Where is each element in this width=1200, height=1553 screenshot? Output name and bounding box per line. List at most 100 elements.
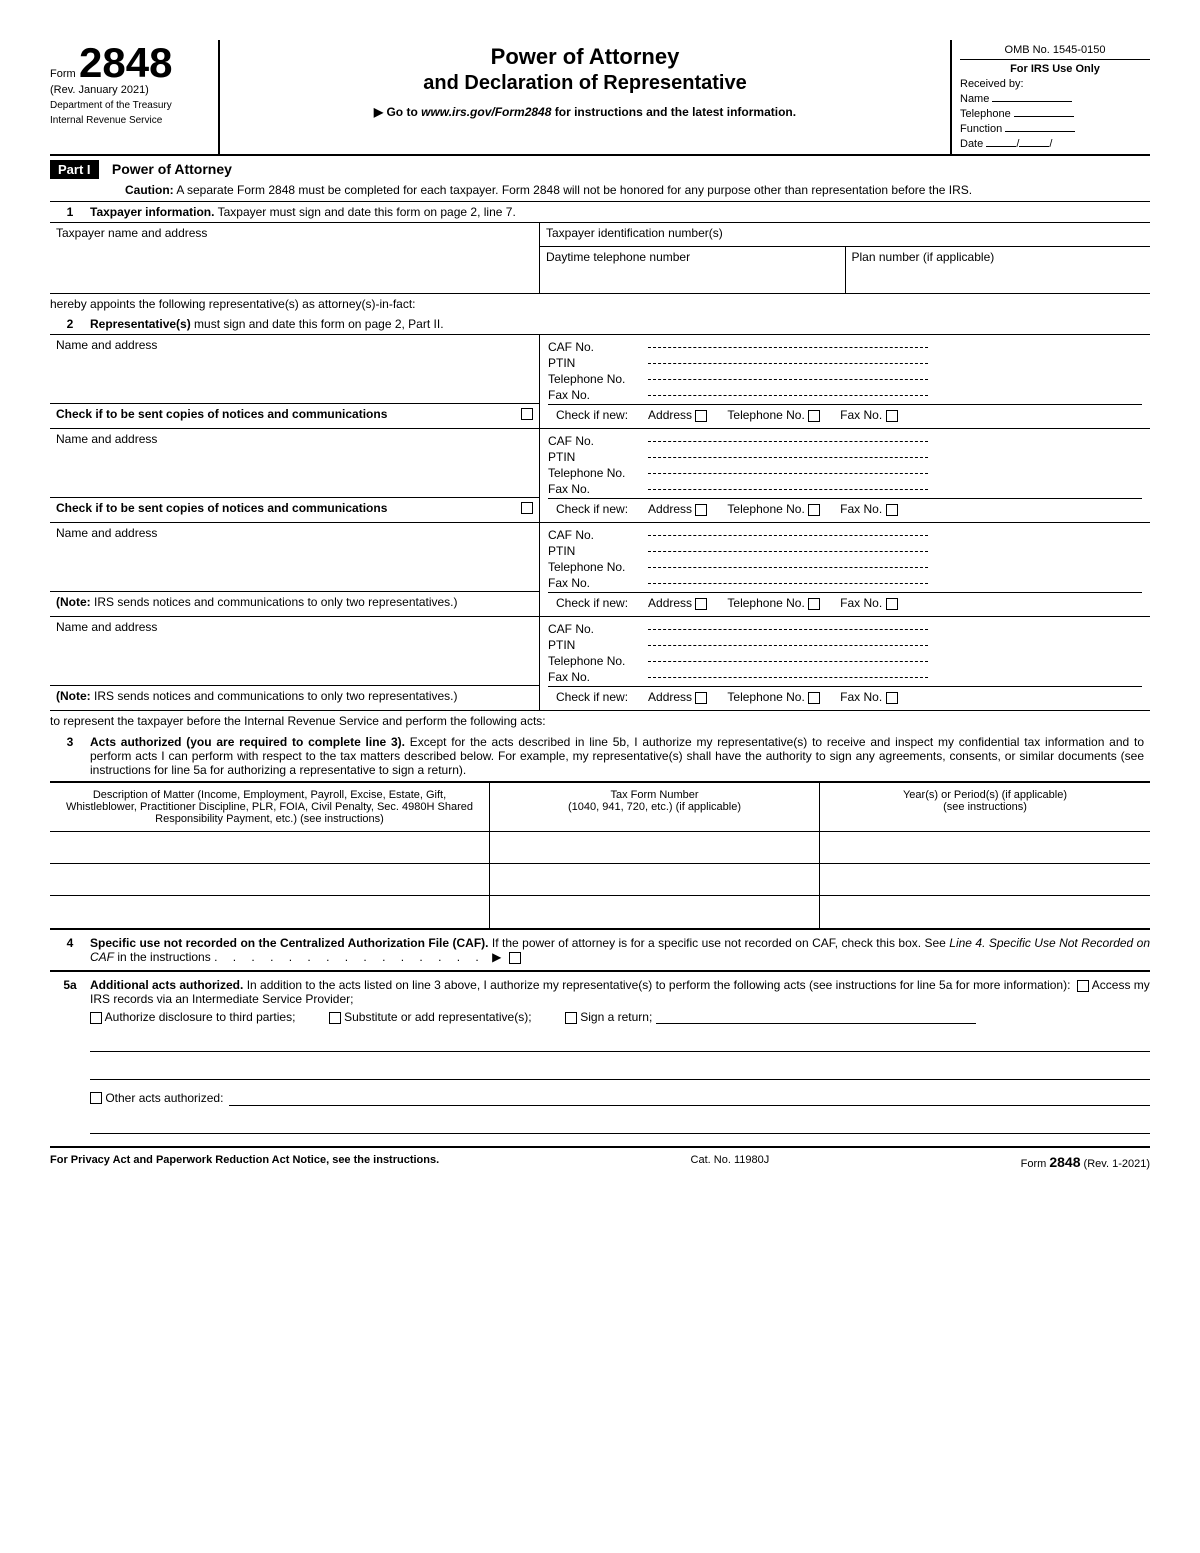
line-1-num: 1 <box>50 205 90 219</box>
telephone-input[interactable] <box>1014 116 1074 117</box>
access-checkbox[interactable] <box>1077 980 1089 992</box>
rep-3-new-address-checkbox[interactable] <box>695 598 707 610</box>
date-field: Date // <box>960 138 1150 150</box>
rep-3-new-fax-checkbox[interactable] <box>886 598 898 610</box>
name-input[interactable] <box>992 101 1072 102</box>
rep-4-caf-input[interactable] <box>648 629 928 630</box>
blank-line-2[interactable] <box>90 1058 1150 1080</box>
line-1: 1 Taxpayer information. Taxpayer must si… <box>50 201 1150 222</box>
title-sub: and Declaration of Representative <box>230 72 940 95</box>
matters-row-3-col-2[interactable] <box>490 896 820 928</box>
rep-4-tel-input[interactable] <box>648 661 928 662</box>
rep-2-check-new: Check if new: Address Telephone No. Fax … <box>548 498 1142 519</box>
rep-1-caf-input[interactable] <box>648 347 928 348</box>
matters-row-2-col-1[interactable] <box>50 864 490 895</box>
footer-form: Form 2848 (Rev. 1-2021) <box>1021 1154 1150 1170</box>
department-line-1: Department of the Treasury <box>50 100 212 111</box>
other-acts-checkbox[interactable] <box>90 1092 102 1104</box>
rep-2-new-address-checkbox[interactable] <box>695 504 707 516</box>
rep-3-ptin-input[interactable] <box>648 551 928 552</box>
rep-2-tel-input[interactable] <box>648 473 928 474</box>
matters-row-1-col-3[interactable] <box>820 832 1150 863</box>
title-main: Power of Attorney <box>230 44 940 70</box>
rep-4-name-address[interactable]: Name and address <box>50 617 539 685</box>
rep-2-name-address[interactable]: Name and address <box>50 429 539 497</box>
matters-row-1-col-1[interactable] <box>50 832 490 863</box>
part-1-header: Part I Power of Attorney Caution: A sepa… <box>50 156 1150 201</box>
disclosure-checkbox[interactable] <box>90 1012 102 1024</box>
sign-return-input[interactable] <box>656 1023 976 1024</box>
rep-2-details: CAF No. PTIN Telephone No. Fax No. Check… <box>540 429 1150 522</box>
taxpayer-tin[interactable]: Taxpayer identification number(s) <box>540 223 1150 247</box>
rep-4-new-fax-checkbox[interactable] <box>886 692 898 704</box>
rep-1-name-address[interactable]: Name and address <box>50 335 539 403</box>
plan-number[interactable]: Plan number (if applicable) <box>846 247 1151 293</box>
telephone-field: Telephone <box>960 108 1150 120</box>
blank-line-1[interactable] <box>90 1030 1150 1052</box>
line-2-text: Representative(s) must sign and date thi… <box>90 317 1150 331</box>
function-field: Function <box>960 123 1150 135</box>
rep-3-tel-input[interactable] <box>648 567 928 568</box>
blank-line-3[interactable] <box>90 1112 1150 1134</box>
rep-1-ptin-input[interactable] <box>648 363 928 364</box>
taxpayer-name-address[interactable]: Taxpayer name and address <box>50 223 540 293</box>
line-3-text: Acts authorized (you are required to com… <box>90 735 1150 777</box>
matters-row-2-col-3[interactable] <box>820 864 1150 895</box>
name-field: Name <box>960 93 1150 105</box>
rep-2-fax-input[interactable] <box>648 489 928 490</box>
rep-2-new-tel-checkbox[interactable] <box>808 504 820 516</box>
header-center: Power of Attorney and Declaration of Rep… <box>220 40 950 154</box>
form-2848: Form 2848 (Rev. January 2021) Department… <box>50 40 1150 1170</box>
omb-number: OMB No. 1545-0150 <box>960 44 1150 60</box>
substitute-checkbox[interactable] <box>329 1012 341 1024</box>
function-input[interactable] <box>1005 131 1075 132</box>
matters-row-3-col-3[interactable] <box>820 896 1150 928</box>
rep-4-details: CAF No. PTIN Telephone No. Fax No. Check… <box>540 617 1150 710</box>
form-header: Form 2848 (Rev. January 2021) Department… <box>50 40 1150 156</box>
rep-2-copies-checkbox[interactable] <box>521 502 533 514</box>
rep-1-new-fax-checkbox[interactable] <box>886 410 898 422</box>
representative-1: Name and address Check if to be sent cop… <box>50 334 1150 428</box>
received-by-label: Received by: <box>960 78 1150 90</box>
footer-privacy: For Privacy Act and Paperwork Reduction … <box>50 1154 439 1170</box>
sign-return-checkbox[interactable] <box>565 1012 577 1024</box>
rep-1-tel-input[interactable] <box>648 379 928 380</box>
footer-cat: Cat. No. 11980J <box>691 1154 770 1170</box>
date-input-1[interactable] <box>986 146 1016 147</box>
representative-2: Name and address Check if to be sent cop… <box>50 428 1150 522</box>
rep-1-fax-input[interactable] <box>648 395 928 396</box>
rep-2-ptin-input[interactable] <box>648 457 928 458</box>
form-label: Form <box>50 68 76 80</box>
rep-4-fax-input[interactable] <box>648 677 928 678</box>
matters-col-2-header: Tax Form Number(1040, 941, 720, etc.) (i… <box>490 783 820 831</box>
date-input-2[interactable] <box>1019 146 1049 147</box>
taxpayer-info-grid: Taxpayer name and address Taxpayer ident… <box>50 222 1150 293</box>
rep-3-new-tel-checkbox[interactable] <box>808 598 820 610</box>
rep-1-copies-checkbox[interactable] <box>521 408 533 420</box>
rep-2-new-fax-checkbox[interactable] <box>886 504 898 516</box>
rep-3-caf-input[interactable] <box>648 535 928 536</box>
rep-4-new-address-checkbox[interactable] <box>695 692 707 704</box>
other-acts-input[interactable] <box>229 1090 1150 1106</box>
line-4-checkbox[interactable] <box>509 952 521 964</box>
rep-4-ptin-input[interactable] <box>648 645 928 646</box>
rep-1-new-tel-checkbox[interactable] <box>808 410 820 422</box>
matters-row-1 <box>50 832 1150 864</box>
rep-1-new-address-checkbox[interactable] <box>695 410 707 422</box>
matters-row-1-col-2[interactable] <box>490 832 820 863</box>
rep-4-new-tel-checkbox[interactable] <box>808 692 820 704</box>
rep-2-caf-input[interactable] <box>648 441 928 442</box>
daytime-telephone[interactable]: Daytime telephone number <box>540 247 846 293</box>
matters-row-3-col-1[interactable] <box>50 896 490 928</box>
matters-row-2-col-2[interactable] <box>490 864 820 895</box>
rep-3-name-address[interactable]: Name and address <box>50 523 539 591</box>
representative-3: Name and address (Note: IRS sends notice… <box>50 522 1150 616</box>
matters-row-2 <box>50 864 1150 896</box>
rep-1-details: CAF No. PTIN Telephone No. Fax No. Check… <box>540 335 1150 428</box>
line-4: 4 Specific use not recorded on the Centr… <box>50 930 1150 972</box>
rep-4-check-new: Check if new: Address Telephone No. Fax … <box>548 686 1142 707</box>
rep-3-fax-input[interactable] <box>648 583 928 584</box>
line-5a-text: Additional acts authorized. In addition … <box>90 978 1150 1134</box>
form-number: 2848 <box>79 39 172 86</box>
line-4-num: 4 <box>50 936 90 964</box>
